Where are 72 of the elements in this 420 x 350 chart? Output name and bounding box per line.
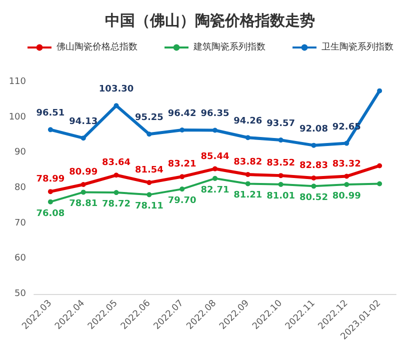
data-label: 78.81 (69, 199, 98, 210)
point (48, 127, 53, 132)
point (278, 182, 284, 187)
y-tick-label: 60 (14, 254, 26, 264)
point (80, 182, 86, 187)
data-label: 81.54 (134, 166, 164, 176)
point (377, 181, 382, 186)
data-label: 83.32 (332, 159, 361, 170)
data-label: 82.71 (200, 185, 230, 196)
data-label: 83.21 (168, 160, 196, 170)
point (344, 174, 350, 179)
data-label: 78.72 (102, 200, 131, 210)
point (278, 173, 284, 178)
y-tick-label: 70 (14, 218, 26, 228)
point (114, 190, 119, 196)
data-label: 93.57 (266, 119, 296, 130)
point (146, 132, 152, 137)
data-label: 94.13 (69, 117, 98, 128)
y-tick-label: 80 (14, 183, 26, 193)
legend-label: 卫生陶瓷系列指数 (322, 42, 394, 52)
point (245, 181, 250, 186)
point (146, 192, 152, 198)
data-label: 78.99 (36, 174, 65, 185)
data-label: 81.21 (234, 190, 262, 201)
point (311, 176, 316, 180)
point (344, 140, 350, 146)
data-label: 94.26 (234, 116, 262, 127)
point (114, 103, 119, 108)
data-label: 96.51 (36, 108, 65, 119)
y-tick-label: 90 (14, 148, 26, 158)
data-label: 82.83 (299, 161, 328, 171)
point (245, 172, 250, 177)
data-label: 76.08 (36, 208, 65, 219)
data-label: 103.30 (98, 84, 134, 95)
data-label: 78.11 (134, 202, 164, 212)
y-tick-label: 100 (8, 112, 26, 122)
data-label: 79.70 (168, 196, 196, 206)
point (146, 180, 152, 186)
point (245, 135, 250, 140)
point (377, 88, 382, 94)
data-label: 85.44 (200, 152, 230, 162)
point (80, 136, 86, 141)
data-label: 92.08 (299, 124, 328, 134)
point (114, 172, 119, 178)
y-tick-label: 50 (14, 289, 26, 299)
data-label: 80.99 (332, 192, 361, 202)
point (48, 199, 53, 204)
y-tick-label: 110 (8, 77, 26, 87)
point (48, 189, 53, 194)
data-label: 83.52 (266, 158, 296, 169)
legend-label: 建筑陶瓷系列指数 (192, 42, 266, 52)
data-label: 95.25 (134, 113, 164, 124)
point (212, 166, 218, 172)
point (311, 184, 316, 189)
point (80, 190, 86, 195)
point (212, 128, 218, 133)
data-label: 83.64 (102, 158, 131, 168)
data-label: 80.52 (299, 193, 328, 204)
point (212, 176, 218, 181)
data-label: 80.99 (69, 168, 98, 178)
point (278, 138, 284, 143)
data-label: 83.82 (234, 158, 262, 168)
point (377, 163, 382, 168)
legend-label: 佛山陶瓷价格总指数 (56, 42, 138, 52)
data-label: 81.01 (266, 191, 296, 202)
data-label: 96.42 (168, 108, 196, 119)
point (180, 186, 185, 192)
chart-title: 中国（佛山）陶瓷价格指数走势 (105, 12, 315, 30)
point (344, 182, 350, 187)
data-label: 96.35 (200, 109, 230, 120)
point (180, 174, 185, 180)
point (311, 142, 316, 148)
